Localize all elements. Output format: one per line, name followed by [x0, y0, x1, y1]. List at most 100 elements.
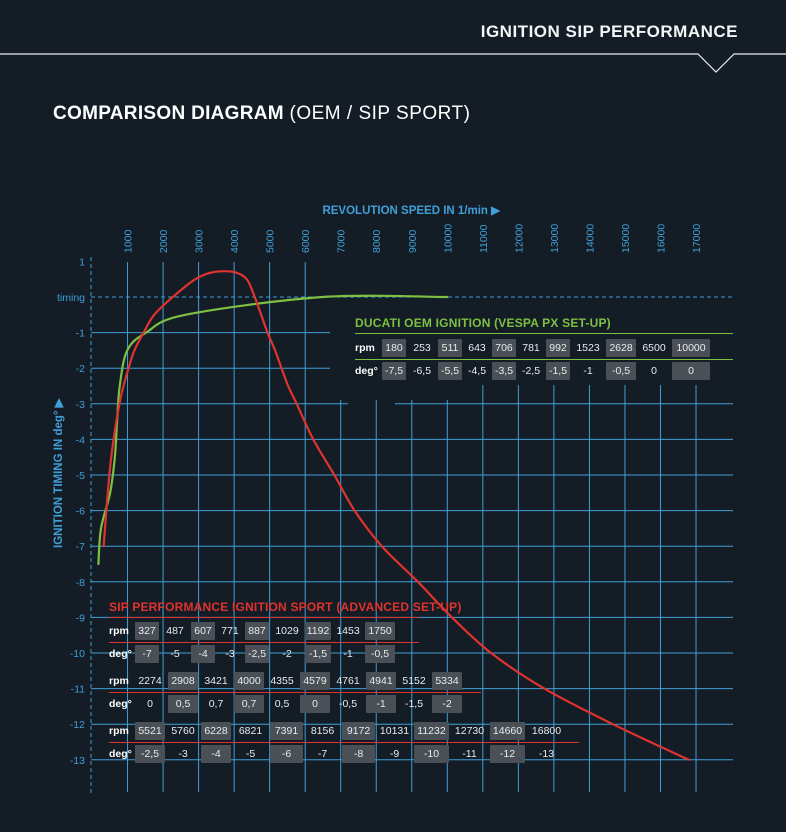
table-cell: 706 — [492, 339, 516, 357]
table-cell: -6,5 — [412, 365, 432, 377]
table-cell: 771 — [221, 625, 239, 637]
oem-deg-row: deg° -7,5 -6,5 -5,5 -4,5 -3,5 -2,5 -1,5 -1 -0,5 0… — [355, 360, 733, 382]
oem-title-line — [355, 333, 733, 334]
x-tick-label: 4000 — [229, 229, 241, 253]
x-tick-label: 10000 — [442, 224, 454, 253]
oem-rpm-row: rpm 180 253 511 643 706 781 992 1523 2628 6500 100… — [355, 337, 733, 359]
table-cell: 0 — [300, 695, 330, 713]
table-cell: 3421 — [204, 675, 228, 687]
table-cell: 5521 — [135, 722, 165, 740]
sip-b2-deg-label: deg° — [109, 698, 132, 710]
table-cell: 4355 — [270, 675, 294, 687]
table-cell: 511 — [438, 339, 462, 357]
table-cell: 253 — [413, 342, 431, 354]
oem-row-line — [355, 359, 733, 360]
sip-table-title: SIP PERFORMANCE IGNITION SPORT (ADVANCED… — [109, 600, 462, 614]
x-tick-label: 14000 — [584, 224, 596, 253]
sip-b3-rpm-label: rpm — [109, 725, 129, 737]
header-rule — [0, 53, 786, 73]
sip-b3-deg-row: deg° -2,5 -3 -4 -5 -6 -7 -8 -9 -10 -11 -12 -13 — [109, 743, 579, 765]
table-cell: -4 — [201, 745, 231, 763]
table-cell: -2,5 — [245, 645, 269, 663]
table-cell: -1 — [366, 695, 396, 713]
table-cell: 0 — [651, 365, 657, 377]
x-tick-label: 5000 — [265, 229, 277, 253]
table-cell: -1,5 — [305, 645, 331, 663]
sip-curve — [102, 270, 691, 761]
table-cell: -2,5 — [135, 745, 165, 763]
sip-b2-line — [109, 692, 481, 693]
table-cell: -1,5 — [546, 362, 570, 380]
y-tick-label: -5 — [76, 470, 85, 482]
sip-b1-rpm-row: rpm 327 487 607 771 887 1029 1192 1453 1750 — [109, 620, 579, 642]
y-tick-label: -8 — [76, 577, 85, 589]
table-cell: 607 — [191, 622, 215, 640]
table-cell: 0,5 — [274, 698, 290, 710]
table-cell: 0,7 — [208, 698, 224, 710]
table-cell: -0,5 — [606, 362, 636, 380]
table-cell: -11 — [462, 748, 477, 760]
table-cell: 0 — [147, 698, 153, 710]
oem-deg-label: deg° — [355, 365, 378, 377]
sip-b2-rpm-row: rpm 2274 2908 3421 4000 4355 4579 4761 4941 5152… — [109, 670, 579, 692]
table-cell: -6 — [270, 745, 303, 763]
table-cell: -7 — [135, 645, 159, 663]
table-cell: 781 — [522, 342, 540, 354]
table-cell: 0,7 — [234, 695, 264, 713]
sip-b3-rpm-row: rpm 5521 5760 6228 6821 7391 8156 9172 10131 112… — [109, 720, 579, 742]
table-cell: 7391 — [270, 722, 303, 740]
y-tick-label: timing — [57, 292, 85, 304]
table-cell: 8156 — [310, 725, 335, 737]
page-title-sub: (OEM / SIP SPORT) — [289, 103, 471, 124]
table-cell: 6500 — [642, 342, 666, 354]
sip-title-line — [109, 617, 419, 618]
y-tick-label: -7 — [76, 541, 85, 553]
sip-b3-line — [109, 742, 579, 743]
y-tick-label: -9 — [76, 612, 85, 624]
table-cell: -2,5 — [521, 365, 541, 377]
x-tick-label: 16000 — [655, 224, 667, 253]
table-cell: -1,5 — [404, 698, 424, 710]
table-cell: -4,5 — [467, 365, 487, 377]
x-tick-label: 3000 — [194, 229, 206, 253]
table-cell: 487 — [166, 625, 184, 637]
y-tick-label: 1 — [79, 256, 85, 268]
table-cell: 4761 — [336, 675, 360, 687]
table-cell: -5 — [170, 648, 180, 660]
sip-b1-deg-label: deg° — [109, 648, 132, 660]
x-tick-label: 17000 — [691, 224, 703, 253]
y-tick-label: -1 — [76, 328, 85, 340]
table-cell: -4 — [191, 645, 215, 663]
table-cell: -2 — [282, 648, 292, 660]
table-cell: 0,5 — [168, 695, 198, 713]
table-cell: 10000 — [672, 339, 710, 357]
table-cell: -5 — [245, 748, 256, 760]
y-axis-title: IGNITION TIMING IN deg° ▶ — [53, 397, 65, 548]
y-tick-label: -10 — [70, 648, 85, 660]
table-cell: 6821 — [238, 725, 263, 737]
x-tick-label: 6000 — [300, 229, 312, 253]
x-tick-label: 11000 — [478, 224, 490, 253]
table-cell: 887 — [245, 622, 269, 640]
table-cell: -8 — [342, 745, 375, 763]
sip-b2-deg-row: deg° 0 0,5 0,7 0,7 0,5 0 -0,5 -1 -1,5 -2 — [109, 693, 579, 715]
sip-b1-line — [109, 642, 419, 643]
table-cell: 4579 — [300, 672, 330, 690]
oem-rpm-label: rpm — [355, 342, 375, 354]
table-cell: -2 — [432, 695, 462, 713]
table-cell: 1523 — [576, 342, 600, 354]
table-cell: 5334 — [432, 672, 462, 690]
sip-b1-rpm-label: rpm — [109, 625, 129, 637]
y-tick-label: -3 — [76, 399, 85, 411]
table-cell: 643 — [468, 342, 486, 354]
table-cell: -7,5 — [382, 362, 406, 380]
header-title: IGNITION SIP PERFORMANCE — [480, 22, 738, 41]
x-tick-label: 9000 — [407, 229, 419, 253]
table-cell: 5152 — [402, 675, 426, 687]
table-cell: -3 — [178, 748, 188, 760]
table-cell: 14660 — [490, 722, 525, 740]
table-cell: -13 — [538, 748, 555, 760]
oem-curve — [97, 294, 449, 566]
oem-table-title: DUCATI OEM IGNITION (VESPA PX SET-UP) — [355, 316, 611, 330]
y-tick-label: -4 — [76, 434, 85, 446]
